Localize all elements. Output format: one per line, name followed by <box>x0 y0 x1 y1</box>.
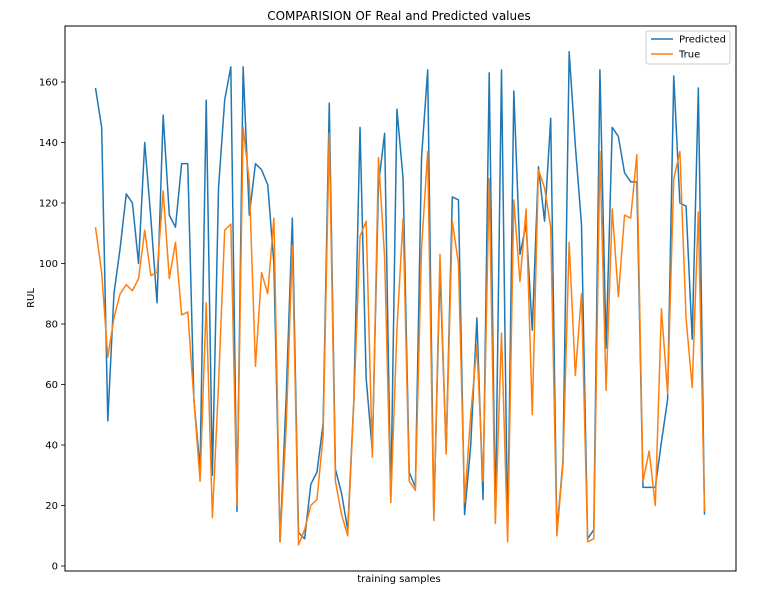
series-line-true <box>94 126 706 546</box>
y-tick-label: 80 <box>45 320 58 331</box>
y-tick-label: 40 <box>45 441 58 452</box>
legend-label-predicted: Predicted <box>679 35 726 46</box>
y-tick-label: 160 <box>39 78 58 89</box>
plot-area: 0 20 40 60 80 100 120 140 160 <box>39 25 737 573</box>
y-axis-ticks: 0 20 40 60 80 100 120 140 160 <box>39 78 65 573</box>
chart-title: COMPARISION OF Real and Predicted values <box>267 9 531 23</box>
series-lines <box>94 51 706 546</box>
y-tick-label: 140 <box>39 138 58 149</box>
y-tick-label: 0 <box>52 562 58 573</box>
legend: Predicted True <box>645 30 731 65</box>
y-tick-label: 100 <box>39 259 58 270</box>
y-axis-label: RUL <box>26 288 37 308</box>
legend-label-true: True <box>678 50 700 61</box>
y-tick-label: 20 <box>45 501 58 512</box>
y-tick-label: 120 <box>39 199 58 210</box>
plot-frame <box>64 25 737 572</box>
x-axis-label: training samples <box>357 574 441 585</box>
series-line-predicted <box>94 51 706 543</box>
y-tick-label: 60 <box>45 380 58 391</box>
